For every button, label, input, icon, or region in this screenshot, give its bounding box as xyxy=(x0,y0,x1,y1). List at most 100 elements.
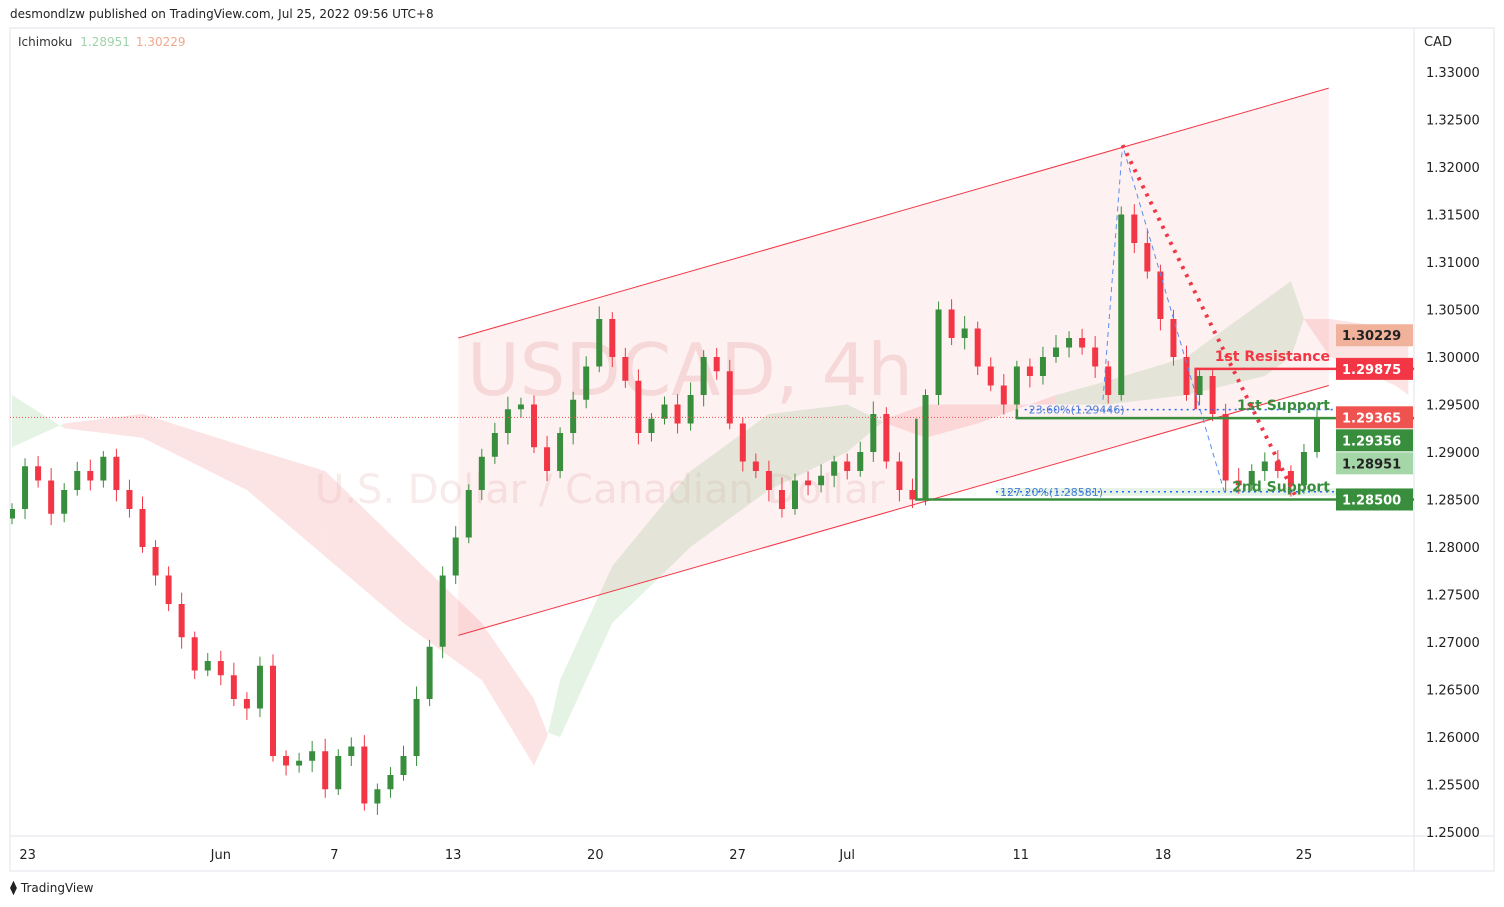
candle-body xyxy=(844,461,851,471)
price-tick-label: 1.25500 xyxy=(1426,779,1480,794)
indicator-value-b: 1.30229 xyxy=(135,35,186,49)
candle-body xyxy=(10,509,15,519)
candle-body xyxy=(113,456,120,490)
ichimoku-cloud-segment xyxy=(547,680,561,737)
candle-body xyxy=(1066,338,1073,348)
candle-body xyxy=(1209,376,1216,414)
candle-body xyxy=(739,423,746,462)
candle-body xyxy=(1105,366,1112,395)
candle-body xyxy=(948,309,955,338)
indicator-value-a: 1.28951 xyxy=(80,35,130,49)
candle-body xyxy=(609,319,616,357)
channel-lower-line xyxy=(458,385,1329,636)
price-tick-label: 1.33000 xyxy=(1426,66,1480,81)
candle-body xyxy=(491,433,498,457)
candle-body xyxy=(896,461,903,490)
candle-body xyxy=(126,490,133,509)
candle-body xyxy=(1157,271,1164,319)
candle-body xyxy=(700,357,707,395)
watermark-description: U.S. Dollar / Canadian Dollar xyxy=(315,467,886,513)
candle-body xyxy=(374,789,381,804)
time-tick-label: 13 xyxy=(445,848,462,863)
ichimoku-cloud-segment xyxy=(1056,380,1109,405)
price-badge xyxy=(1336,324,1413,347)
fib-level-label: 127.20%(1.28581) xyxy=(1000,486,1103,499)
time-tick-label: 27 xyxy=(729,848,746,863)
candle-body xyxy=(322,751,329,790)
candle-body xyxy=(596,319,603,367)
plot-area: USDCAD, 4hU.S. Dollar / Canadian Dollar2… xyxy=(10,87,1414,815)
time-tick-label: 18 xyxy=(1155,848,1172,863)
price-tick-label: 1.32500 xyxy=(1426,114,1480,129)
ichimoku-cloud-segment xyxy=(847,404,887,452)
ichimoku-cloud-segment xyxy=(64,414,143,438)
candle-body xyxy=(1118,214,1125,395)
price-tick-label: 1.30500 xyxy=(1426,304,1480,319)
candle-body xyxy=(478,456,485,490)
candle-body xyxy=(765,471,772,490)
candle-body xyxy=(1287,471,1294,486)
candle-body xyxy=(139,509,146,547)
indicator-legend[interactable]: Ichimoku 1.28951 1.30229 xyxy=(18,35,186,49)
candle-body xyxy=(1235,480,1242,486)
candle-body xyxy=(583,366,590,400)
candle-body xyxy=(1026,366,1033,376)
price-badge-label: 1.29356 xyxy=(1342,434,1401,449)
ichimoku-cloud-segment xyxy=(1108,357,1187,405)
price-tick-label: 1.28000 xyxy=(1426,541,1480,556)
channel-upper-line xyxy=(458,87,1329,339)
candle-body xyxy=(517,404,524,410)
candle-body xyxy=(22,466,29,509)
price-badge-label: 1.29875 xyxy=(1342,363,1401,378)
level-label: 1st Support xyxy=(1237,398,1330,414)
candle-body xyxy=(622,357,629,381)
candle-body xyxy=(387,775,394,790)
time-tick-label: Jul xyxy=(838,848,855,863)
publish-info: desmondlzw published on TradingView.com,… xyxy=(10,7,434,21)
tradingview-logo[interactable]: ⧫ TradingView xyxy=(10,880,93,896)
candle-body xyxy=(1300,452,1307,486)
trend-line-dotted xyxy=(1120,144,1297,496)
candle-body xyxy=(1131,214,1138,243)
time-tick-label: 20 xyxy=(587,848,604,863)
candle-body xyxy=(243,699,250,709)
time-tick-label: 23 xyxy=(19,848,36,863)
candle-body xyxy=(778,490,785,509)
candle-body xyxy=(726,371,733,424)
candle-body xyxy=(974,328,981,367)
candle-body xyxy=(48,480,55,514)
price-badge xyxy=(1336,357,1413,380)
candle-body xyxy=(687,395,694,424)
candle-body xyxy=(100,456,107,481)
candle-body xyxy=(961,328,968,338)
price-tick-label: 1.29500 xyxy=(1426,399,1480,414)
candle-body xyxy=(426,646,433,699)
price-badge-label: 1.29365 xyxy=(1342,411,1401,426)
candle-body xyxy=(883,414,890,462)
candle-body xyxy=(452,537,459,576)
candle-body xyxy=(674,404,681,424)
price-badge-label: 1.28951 xyxy=(1342,457,1401,472)
candle-body xyxy=(557,433,564,471)
price-badge xyxy=(1336,452,1413,475)
candle-body xyxy=(544,447,551,471)
ichimoku-cloud-segment xyxy=(1264,281,1291,376)
candle-body xyxy=(1274,461,1281,471)
time-tick-label: 11 xyxy=(1012,848,1029,863)
candle-body xyxy=(1144,243,1151,272)
candle-body xyxy=(1314,417,1320,452)
price-tick-label: 1.31000 xyxy=(1426,256,1480,271)
ichimoku-cloud-segment xyxy=(1186,300,1265,395)
candle-body xyxy=(1013,366,1020,405)
ichimoku-cloud-segment xyxy=(1290,281,1304,357)
candle-body xyxy=(335,756,342,790)
candle-body xyxy=(987,366,994,386)
logo-text: TradingView xyxy=(20,881,94,895)
ichimoku-cloud-segment xyxy=(612,471,691,623)
candle-body xyxy=(570,399,577,433)
candle-body xyxy=(752,461,759,471)
candle-body xyxy=(178,604,185,638)
candle-body xyxy=(465,490,472,538)
ichimoku-cloud-segment xyxy=(481,623,534,766)
